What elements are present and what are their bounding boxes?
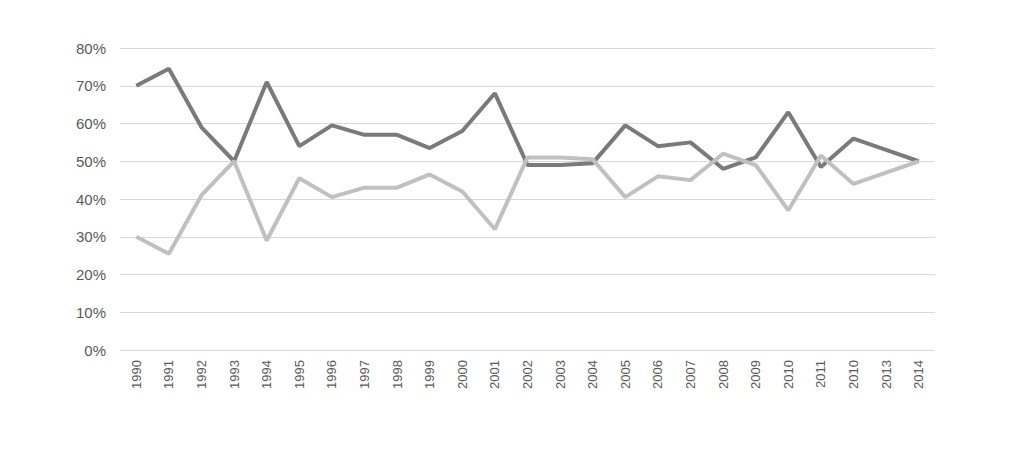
svg-text:0%: 0% (84, 342, 106, 359)
svg-text:2011: 2011 (813, 360, 828, 388)
svg-text:2013: 2013 (879, 360, 894, 389)
svg-text:1995: 1995 (292, 360, 307, 389)
svg-text:2014: 2014 (911, 360, 926, 389)
svg-text:70%: 70% (76, 77, 106, 94)
svg-text:1998: 1998 (390, 360, 405, 389)
svg-text:1992: 1992 (194, 360, 209, 389)
svg-text:2010: 2010 (781, 360, 796, 389)
svg-text:2001: 2001 (487, 360, 502, 389)
svg-text:40%: 40% (76, 191, 106, 208)
svg-text:1991: 1991 (161, 360, 176, 389)
svg-text:80%: 80% (76, 40, 106, 57)
svg-text:1990: 1990 (129, 360, 144, 389)
svg-text:2002: 2002 (520, 360, 535, 389)
svg-text:2005: 2005 (618, 360, 633, 389)
svg-text:60%: 60% (76, 115, 106, 132)
svg-text:1994: 1994 (259, 360, 274, 389)
svg-text:2008: 2008 (716, 360, 731, 389)
svg-text:2000: 2000 (455, 360, 470, 389)
svg-text:1996: 1996 (324, 360, 339, 389)
svg-text:10%: 10% (76, 304, 106, 321)
svg-text:2010: 2010 (846, 360, 861, 389)
svg-text:2007: 2007 (683, 360, 698, 389)
svg-text:30%: 30% (76, 228, 106, 245)
svg-text:50%: 50% (76, 153, 106, 170)
svg-text:2009: 2009 (748, 360, 763, 389)
svg-text:1999: 1999 (422, 360, 437, 389)
svg-text:2006: 2006 (650, 360, 665, 389)
svg-text:1993: 1993 (227, 360, 242, 389)
svg-text:2003: 2003 (553, 360, 568, 389)
svg-text:1997: 1997 (357, 360, 372, 389)
svg-text:2004: 2004 (585, 360, 600, 389)
svg-text:20%: 20% (76, 266, 106, 283)
